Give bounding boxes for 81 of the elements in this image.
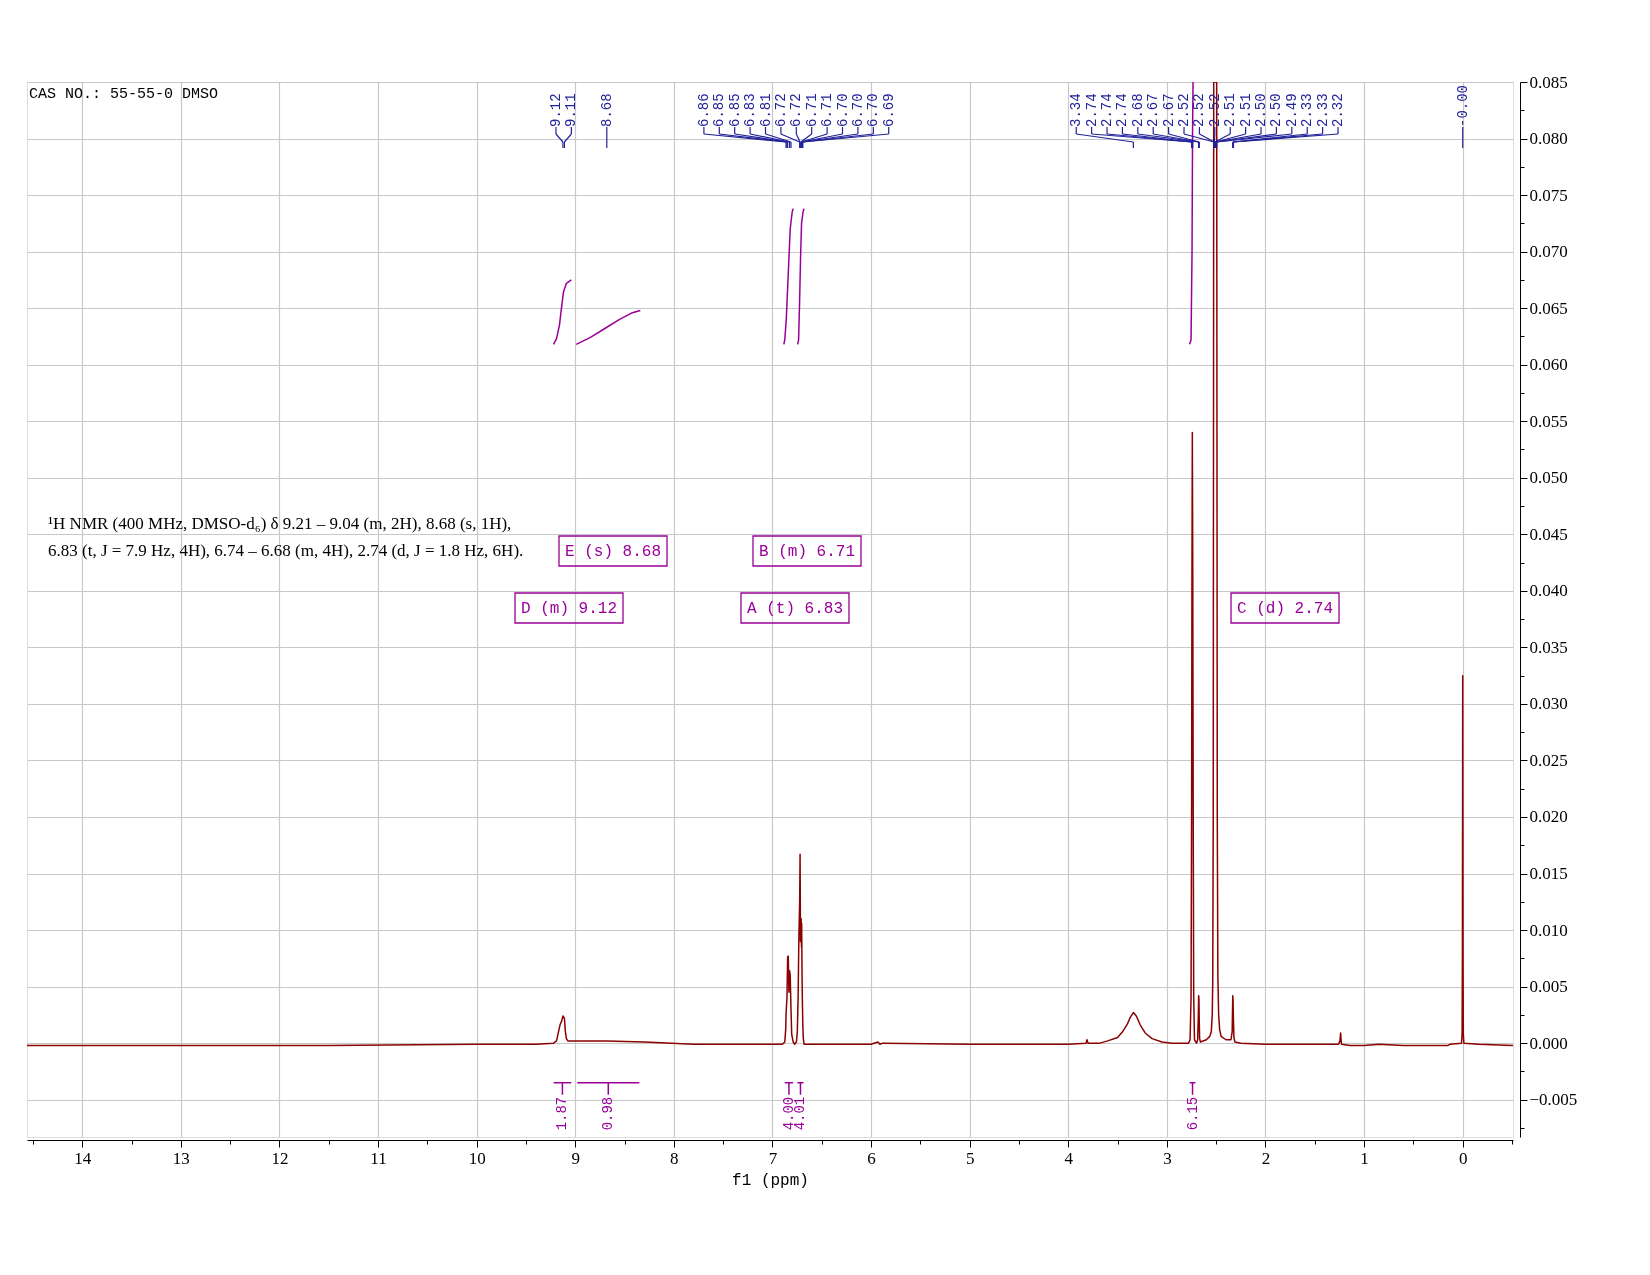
annotation: 2.74 bbox=[1099, 93, 1116, 127]
annotation: 2.68 bbox=[1129, 93, 1146, 127]
y-tick-label: 0.040 bbox=[1529, 581, 1568, 601]
annotation: 6.85 bbox=[726, 93, 743, 127]
y-tick-label: 0.010 bbox=[1529, 920, 1568, 940]
x-tick-label: 4 bbox=[1064, 1148, 1074, 1168]
annotation: 2.52 bbox=[1191, 93, 1208, 127]
annotation: 6.69 bbox=[880, 93, 897, 127]
x-tick-label: 12 bbox=[271, 1148, 289, 1168]
x-tick-label: 6 bbox=[867, 1148, 876, 1168]
annotation: ¹H NMR (400 MHz, DMSO-d₆) δ 9.21 – 9.04 (m, 2H), 8.68 (s, 1H), 6.83 (t, J = 7.9 Hz, 4H), 6.74 – 6.68 (m, 4H), 2.74 (d, J = 1.8 Hz, 6H). bbox=[48, 514, 524, 560]
x-tick-label: 11 bbox=[370, 1148, 387, 1168]
y-tick-label: 0.070 bbox=[1529, 242, 1568, 262]
annotation: 2.49 bbox=[1283, 93, 1300, 127]
y-tick-label: 0.050 bbox=[1529, 468, 1568, 488]
y-tick-label: 0.055 bbox=[1529, 411, 1568, 431]
annotation: 6.71 bbox=[803, 93, 820, 127]
annotation: C (d) 2.74 bbox=[1236, 600, 1334, 618]
annotation: 2.33 bbox=[1314, 93, 1331, 127]
y-tick-label: 0.080 bbox=[1529, 129, 1568, 149]
annotation: 2.51 bbox=[1222, 93, 1239, 127]
annotation: E (s) 8.68 bbox=[564, 543, 662, 561]
y-tick-label: −0.005 bbox=[1529, 1090, 1578, 1110]
annotation: 2.32 bbox=[1330, 93, 1347, 127]
annotation: 6.86 bbox=[695, 93, 712, 127]
annotation: 6.81 bbox=[757, 93, 774, 127]
annotation: 6.83 bbox=[742, 93, 759, 127]
x-axis-title: f1 (ppm) bbox=[732, 1171, 809, 1190]
y-tick-label: 0.075 bbox=[1529, 185, 1568, 205]
annotation: 2.67 bbox=[1160, 93, 1177, 127]
y-tick-label: 0.025 bbox=[1529, 750, 1568, 770]
x-tick-label: 1 bbox=[1360, 1148, 1369, 1168]
x-tick-label: 5 bbox=[965, 1148, 975, 1168]
y-tick-label: 0.060 bbox=[1529, 355, 1568, 375]
annotation: -0.00 bbox=[1454, 84, 1471, 127]
annotation: 2.50 bbox=[1253, 93, 1270, 127]
annotation: 2.51 bbox=[1237, 93, 1254, 127]
annotation: 6.70 bbox=[865, 93, 882, 127]
annotation: D (m) 9.12 bbox=[520, 600, 618, 618]
annotation: 2.74 bbox=[1114, 93, 1131, 127]
annotation: 2.52 bbox=[1176, 93, 1193, 127]
annotation: CAS NO.: 55-55-0 DMSO bbox=[29, 86, 219, 103]
y-tick-label: 0.005 bbox=[1529, 977, 1568, 997]
annotation: 2.74 bbox=[1083, 93, 1100, 127]
annotation: 8.68 bbox=[598, 93, 615, 127]
y-tick-label: 0.065 bbox=[1529, 298, 1568, 318]
annotation: 6.85 bbox=[711, 93, 728, 127]
annotation: B (m) 6.71 bbox=[758, 543, 856, 561]
y-tick-label: 0.085 bbox=[1529, 72, 1568, 92]
annotation: 6.72 bbox=[788, 93, 805, 127]
annotation: 2.52 bbox=[1206, 93, 1223, 127]
y-tick-label: 0.045 bbox=[1529, 524, 1568, 544]
y-tick-label: 0.030 bbox=[1529, 694, 1568, 714]
y-tick-label: 0.035 bbox=[1529, 637, 1568, 657]
annotation: 6.72 bbox=[772, 93, 789, 127]
annotation: 6.70 bbox=[834, 93, 851, 127]
x-tick-label: 10 bbox=[468, 1148, 486, 1168]
x-tick-label: 14 bbox=[74, 1148, 92, 1168]
y-tick-label: 0.000 bbox=[1529, 1033, 1568, 1053]
annotation: 0.98 bbox=[600, 1096, 617, 1131]
annotation: 3.34 bbox=[1068, 93, 1085, 127]
annotation: 1.87 bbox=[554, 1096, 571, 1131]
x-tick-label: 0 bbox=[1458, 1148, 1468, 1168]
annotation: 9.11 bbox=[563, 93, 580, 127]
annotation: 6.70 bbox=[849, 93, 866, 127]
y-tick-label: 0.015 bbox=[1529, 864, 1568, 884]
annotation: 9.12 bbox=[547, 93, 564, 127]
x-tick-label: 13 bbox=[172, 1148, 190, 1168]
x-tick-label: 2 bbox=[1261, 1148, 1271, 1168]
annotation: A (t) 6.83 bbox=[746, 600, 844, 618]
x-tick-label: 7 bbox=[768, 1148, 778, 1168]
annotation: 4.01 bbox=[792, 1096, 809, 1131]
annotation: 6.15 bbox=[1184, 1096, 1201, 1131]
annotation: 2.67 bbox=[1145, 93, 1162, 127]
annotation: 2.50 bbox=[1268, 93, 1285, 127]
x-tick-label: 8 bbox=[670, 1148, 679, 1168]
y-tick-label: 0.020 bbox=[1529, 807, 1568, 827]
annotation: 6.71 bbox=[819, 93, 836, 127]
x-tick-label: 3 bbox=[1163, 1148, 1172, 1168]
annotation: 2.33 bbox=[1299, 93, 1316, 127]
x-tick-label: 9 bbox=[571, 1148, 580, 1168]
